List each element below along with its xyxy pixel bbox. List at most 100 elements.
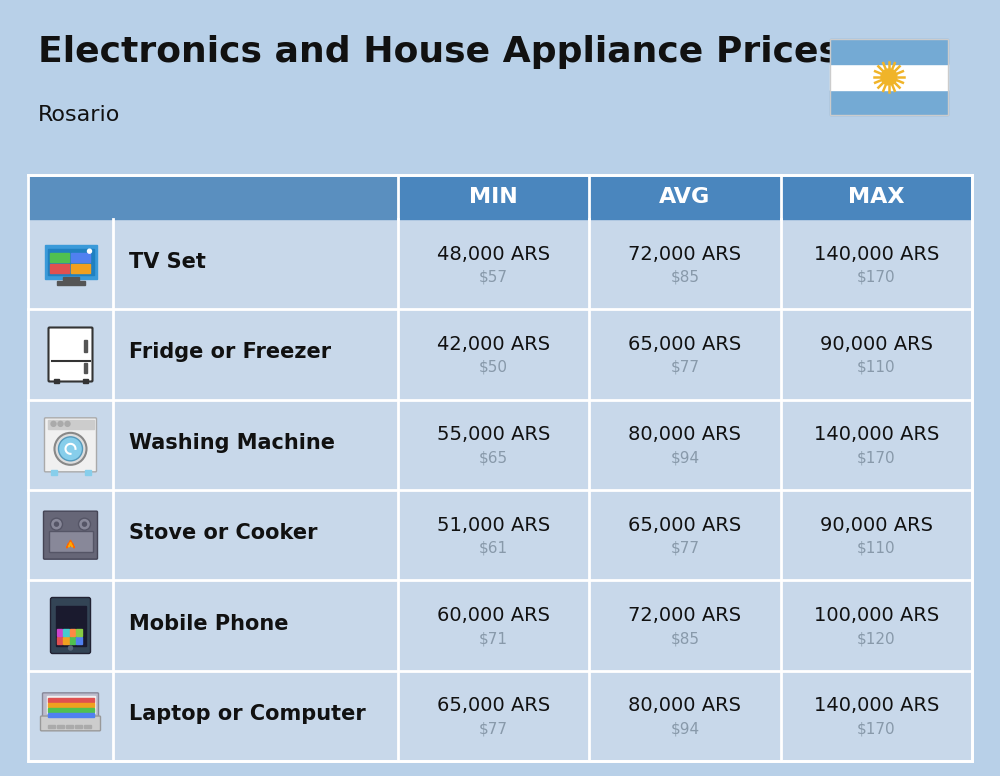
Bar bbox=[56, 605, 86, 646]
Circle shape bbox=[881, 69, 897, 85]
Text: $110: $110 bbox=[857, 541, 896, 556]
Bar bbox=[84, 469, 90, 475]
Text: 72,000 ARS: 72,000 ARS bbox=[628, 244, 742, 264]
Text: Washing Machine: Washing Machine bbox=[129, 433, 335, 453]
Bar bbox=[48, 532, 92, 553]
Circle shape bbox=[78, 518, 90, 530]
Text: 140,000 ARS: 140,000 ARS bbox=[814, 425, 939, 445]
Text: $57: $57 bbox=[479, 270, 508, 285]
Text: 48,000 ARS: 48,000 ARS bbox=[437, 244, 550, 264]
Text: 42,000 ARS: 42,000 ARS bbox=[437, 335, 550, 354]
Circle shape bbox=[65, 421, 70, 426]
Text: $170: $170 bbox=[857, 450, 896, 466]
FancyBboxPatch shape bbox=[48, 327, 92, 382]
Text: 140,000 ARS: 140,000 ARS bbox=[814, 244, 939, 264]
Circle shape bbox=[54, 522, 58, 526]
Bar bbox=[28, 400, 972, 490]
Text: Rosario: Rosario bbox=[38, 105, 120, 125]
Bar bbox=[63, 629, 68, 636]
Text: $110: $110 bbox=[857, 360, 896, 375]
Text: $94: $94 bbox=[670, 722, 700, 736]
Polygon shape bbox=[66, 540, 74, 548]
Text: $170: $170 bbox=[857, 270, 896, 285]
Bar bbox=[84, 725, 90, 728]
Bar bbox=[28, 670, 972, 761]
Bar bbox=[28, 219, 972, 310]
Text: 65,000 ARS: 65,000 ARS bbox=[628, 516, 742, 535]
Bar bbox=[0, 0, 1000, 175]
Text: $71: $71 bbox=[479, 631, 508, 646]
Bar bbox=[76, 629, 82, 636]
Bar bbox=[70, 636, 75, 643]
Bar bbox=[48, 420, 94, 429]
Bar bbox=[82, 379, 88, 383]
Bar bbox=[84, 340, 87, 352]
Bar bbox=[28, 175, 398, 219]
Bar bbox=[56, 281, 84, 285]
Text: $77: $77 bbox=[670, 360, 700, 375]
Bar bbox=[48, 725, 54, 728]
Bar bbox=[50, 469, 56, 475]
Text: 60,000 ARS: 60,000 ARS bbox=[437, 606, 550, 625]
Text: 90,000 ARS: 90,000 ARS bbox=[820, 335, 933, 354]
Circle shape bbox=[58, 421, 63, 426]
Bar bbox=[28, 175, 972, 761]
Circle shape bbox=[82, 522, 87, 526]
Bar bbox=[63, 636, 68, 643]
Text: 65,000 ARS: 65,000 ARS bbox=[628, 335, 742, 354]
Text: 51,000 ARS: 51,000 ARS bbox=[437, 516, 550, 535]
Text: $120: $120 bbox=[857, 631, 896, 646]
Bar bbox=[48, 713, 94, 717]
Circle shape bbox=[54, 433, 87, 465]
Bar bbox=[48, 249, 94, 275]
Text: MAX: MAX bbox=[848, 187, 905, 207]
Text: Electronics and House Appliance Prices: Electronics and House Appliance Prices bbox=[38, 35, 840, 69]
Text: $65: $65 bbox=[479, 450, 508, 466]
FancyBboxPatch shape bbox=[42, 693, 98, 717]
Polygon shape bbox=[68, 542, 72, 547]
Circle shape bbox=[68, 646, 72, 650]
Text: Stove or Cooker: Stove or Cooker bbox=[129, 523, 318, 543]
Bar bbox=[28, 310, 972, 400]
Bar bbox=[84, 362, 87, 372]
FancyBboxPatch shape bbox=[50, 598, 90, 653]
Text: Fridge or Freezer: Fridge or Freezer bbox=[129, 342, 331, 362]
Bar bbox=[56, 725, 64, 728]
Bar bbox=[76, 636, 82, 643]
Text: $77: $77 bbox=[670, 541, 700, 556]
Bar bbox=[830, 39, 948, 115]
Bar bbox=[54, 379, 58, 383]
Bar bbox=[50, 264, 68, 273]
Bar bbox=[48, 703, 94, 707]
Text: 100,000 ARS: 100,000 ARS bbox=[814, 606, 939, 625]
Bar bbox=[56, 629, 62, 636]
Text: $94: $94 bbox=[670, 450, 700, 466]
Bar bbox=[44, 245, 96, 279]
Text: 80,000 ARS: 80,000 ARS bbox=[629, 696, 742, 715]
Text: 65,000 ARS: 65,000 ARS bbox=[437, 696, 550, 715]
Bar bbox=[62, 277, 78, 282]
Text: 55,000 ARS: 55,000 ARS bbox=[437, 425, 550, 445]
Text: 80,000 ARS: 80,000 ARS bbox=[629, 425, 742, 445]
Bar bbox=[398, 175, 589, 219]
Text: Mobile Phone: Mobile Phone bbox=[129, 614, 288, 633]
Bar bbox=[589, 175, 781, 219]
Bar bbox=[70, 629, 75, 636]
FancyBboxPatch shape bbox=[40, 716, 100, 731]
Text: TV Set: TV Set bbox=[129, 252, 206, 272]
Text: $170: $170 bbox=[857, 722, 896, 736]
Bar bbox=[781, 175, 972, 219]
Text: 72,000 ARS: 72,000 ARS bbox=[628, 606, 742, 625]
Bar bbox=[46, 696, 94, 713]
Bar bbox=[830, 90, 948, 115]
Text: AVG: AVG bbox=[659, 187, 711, 207]
Bar bbox=[48, 708, 94, 712]
Bar bbox=[28, 580, 972, 670]
Text: 140,000 ARS: 140,000 ARS bbox=[814, 696, 939, 715]
Bar bbox=[48, 698, 94, 702]
Text: 90,000 ARS: 90,000 ARS bbox=[820, 516, 933, 535]
Bar bbox=[74, 725, 82, 728]
Bar bbox=[830, 39, 948, 64]
Text: $85: $85 bbox=[670, 270, 700, 285]
Bar bbox=[66, 725, 72, 728]
